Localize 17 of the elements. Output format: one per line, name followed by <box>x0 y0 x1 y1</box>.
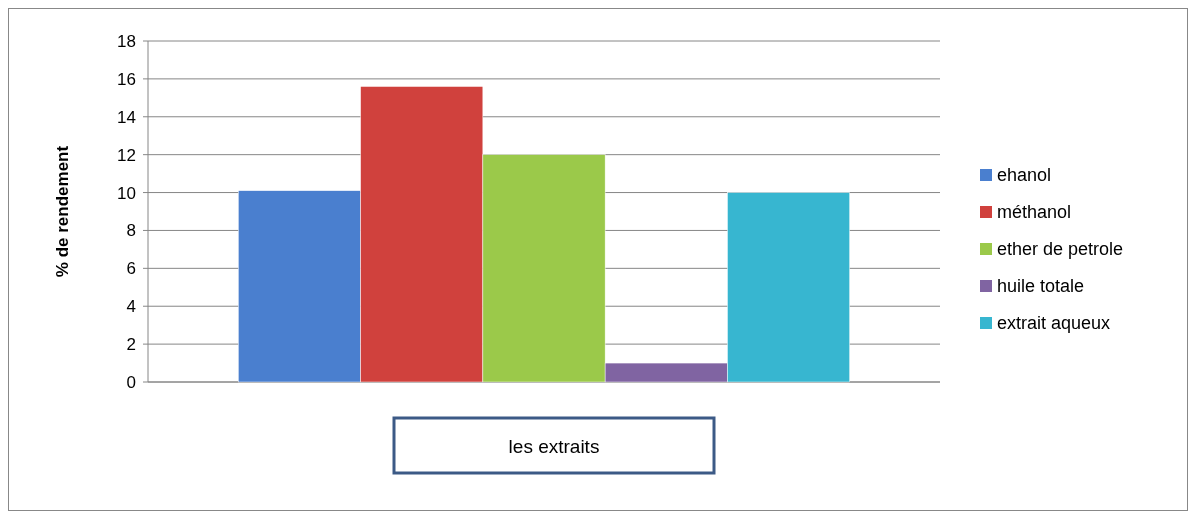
y-tick-label: 0 <box>126 372 136 392</box>
legend-label: ehanol <box>997 165 1052 186</box>
y-tick-label: 6 <box>126 259 136 279</box>
y-tick-label: 14 <box>117 107 136 127</box>
y-tick-label: 4 <box>126 297 136 317</box>
x-axis-title: les extraits <box>508 435 600 457</box>
legend-label: ether de petrole <box>997 239 1124 260</box>
y-tick-label: 10 <box>117 183 136 203</box>
legend-label: méthanol <box>997 202 1072 223</box>
legend-label: huile totale <box>997 276 1085 297</box>
y-tick-label: 16 <box>117 69 136 89</box>
y-tick-label: 8 <box>126 221 136 241</box>
y-axis-title: % de rendement <box>53 145 72 278</box>
y-tick-label: 2 <box>126 335 136 355</box>
y-tick-label: 12 <box>117 145 136 165</box>
y-tick-label: 18 <box>117 31 136 51</box>
legend-label: extrait aqueux <box>997 313 1111 334</box>
